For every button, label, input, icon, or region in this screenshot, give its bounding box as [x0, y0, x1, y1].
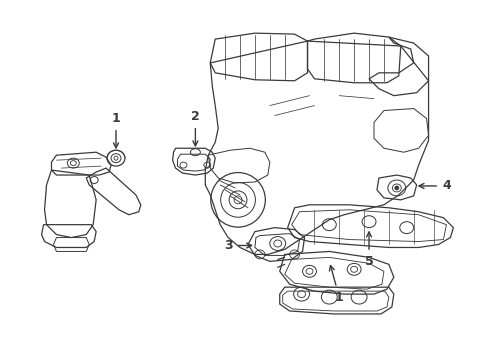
Ellipse shape [394, 186, 398, 190]
Text: 1: 1 [329, 266, 343, 303]
Text: 5: 5 [364, 232, 373, 268]
Text: 1: 1 [111, 112, 120, 148]
Text: 2: 2 [191, 110, 200, 146]
Text: 3: 3 [224, 239, 251, 252]
Text: 4: 4 [418, 179, 450, 193]
